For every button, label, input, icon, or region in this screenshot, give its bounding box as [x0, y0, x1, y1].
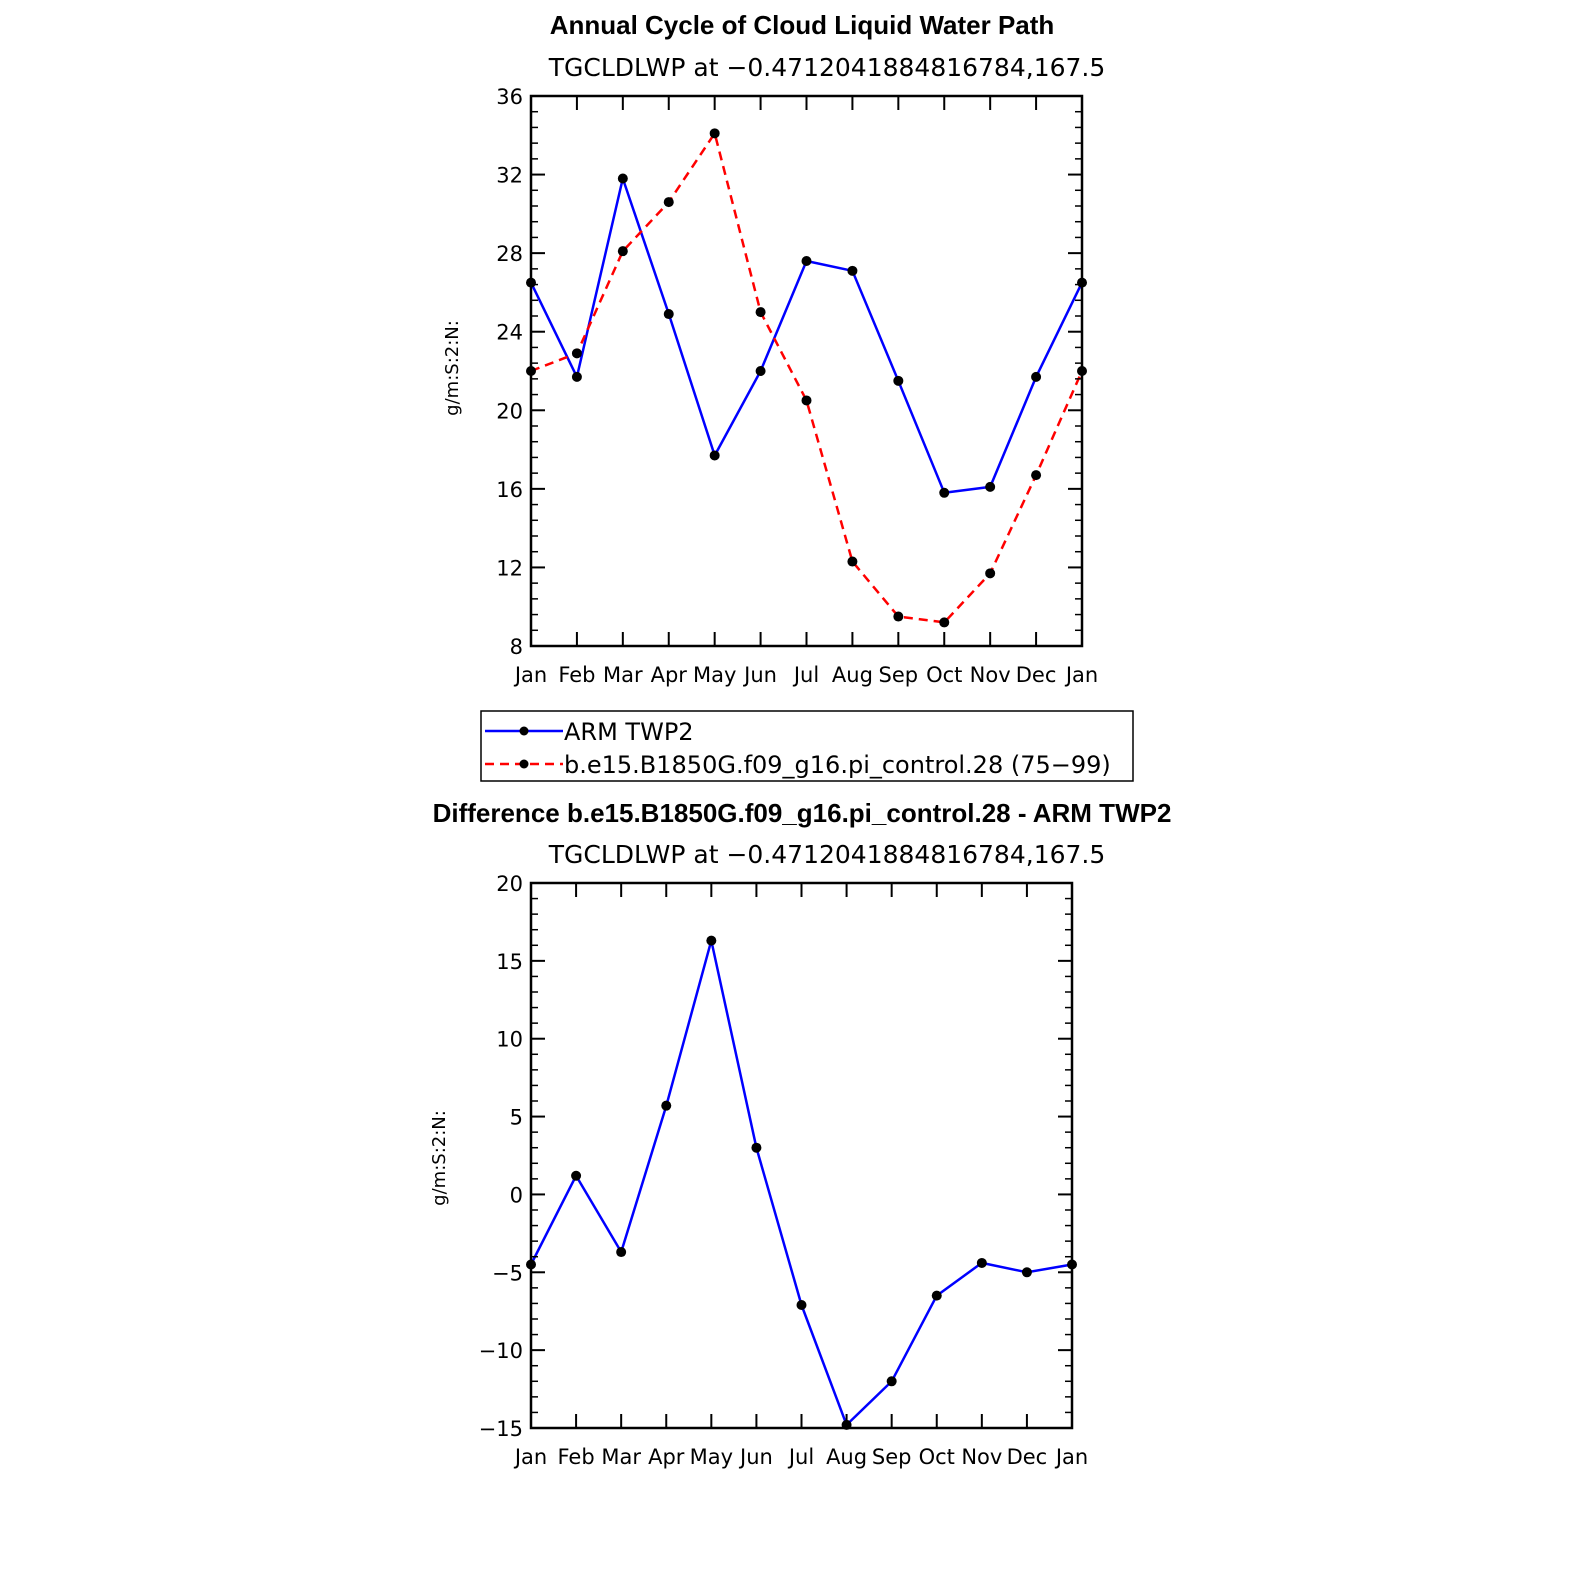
x-tick-label: May — [693, 663, 736, 687]
data-point — [663, 309, 674, 320]
data-point — [893, 611, 904, 622]
data-point — [801, 395, 812, 406]
data-point — [976, 1257, 987, 1268]
x-tick-label: Oct — [919, 1445, 955, 1469]
x-tick-label: Nov — [970, 663, 1011, 687]
legend: ARM TWP2 b.e15.B1850G.f09_g16.pi_control… — [480, 710, 1134, 782]
x-tick-label: Apr — [651, 663, 688, 687]
y-tick-label: 20 — [496, 872, 523, 896]
x-tick-label: Oct — [926, 663, 962, 687]
data-point — [847, 556, 858, 567]
x-tick-label: Sep — [872, 1445, 912, 1469]
x-tick-label: Feb — [558, 663, 595, 687]
y-axis-label: g/m:S:2:N: — [429, 1110, 450, 1206]
data-point — [571, 371, 582, 382]
x-tick-label: Jul — [792, 663, 819, 687]
data-point — [1031, 371, 1042, 382]
data-point — [985, 568, 996, 579]
data-point — [931, 1290, 942, 1301]
y-tick-label: −15 — [479, 1417, 523, 1441]
x-tick-label: Mar — [603, 663, 643, 687]
series-line — [529, 177, 1084, 495]
legend-label-arm: ARM TWP2 — [564, 718, 694, 746]
y-tick-label: 0 — [510, 1183, 523, 1207]
y-tick-label: −10 — [479, 1339, 523, 1363]
data-point — [617, 246, 628, 257]
y-tick-label: 24 — [496, 321, 523, 345]
y-tick-label: 20 — [496, 399, 523, 423]
x-tick-label: May — [690, 1445, 733, 1469]
plot-frame — [529, 881, 1074, 1430]
data-point — [709, 450, 720, 461]
x-tick-label: Jun — [742, 663, 777, 687]
legend-box — [480, 710, 1134, 782]
x-tick-label: Jan — [513, 1445, 547, 1469]
data-point — [571, 348, 582, 359]
x-tick-label: Jan — [1064, 663, 1098, 687]
data-point — [663, 197, 674, 208]
x-tick-label: Aug — [826, 1445, 867, 1469]
data-point — [847, 265, 858, 276]
difference-chart: Difference b.e15.B1850G.f09_g16.pi_contr… — [429, 798, 1171, 1469]
x-tick-label: Nov — [961, 1445, 1002, 1469]
y-tick-label: 8 — [510, 635, 523, 659]
x-tick-label: Sep — [879, 663, 919, 687]
annual-cycle-chart: Annual Cycle of Cloud Liquid Water Path … — [442, 10, 1105, 687]
x-tick-label: Jan — [513, 663, 547, 687]
x-tick-label: Mar — [601, 1445, 641, 1469]
data-point — [709, 128, 720, 139]
x-tick-label: Dec — [1007, 1445, 1048, 1469]
x-tick-label: Dec — [1016, 663, 1057, 687]
data-point — [985, 481, 996, 492]
data-point — [755, 307, 766, 318]
chart-subtitle: TGCLDLWP at −0.4712041884816784,167.5 — [548, 840, 1106, 869]
data-point — [939, 617, 950, 628]
data-point — [617, 173, 628, 184]
y-tick-label: 15 — [496, 950, 523, 974]
y-tick-label: 36 — [496, 85, 523, 109]
y-tick-label: −5 — [492, 1261, 523, 1285]
x-tick-label: Jan — [1054, 1445, 1088, 1469]
y-tick-label: 32 — [496, 164, 523, 188]
y-tick-label: 28 — [496, 242, 523, 266]
series-line — [529, 939, 1073, 1427]
legend-marker-arm — [519, 726, 529, 736]
chart-subtitle: TGCLDLWP at −0.4712041884816784,167.5 — [548, 53, 1106, 82]
plot-frame — [529, 94, 1084, 648]
legend-marker-model — [519, 759, 529, 769]
data-point — [755, 366, 766, 376]
legend-label-model: b.e15.B1850G.f09_g16.pi_control.28 (75−9… — [564, 751, 1111, 779]
data-point — [893, 375, 904, 386]
chart-title: Annual Cycle of Cloud Liquid Water Path — [550, 10, 1055, 40]
data-point — [751, 1142, 762, 1153]
y-tick-label: 16 — [496, 478, 523, 502]
data-point — [706, 935, 717, 946]
series-line — [530, 132, 1084, 624]
y-tick-label: 12 — [496, 556, 523, 580]
x-tick-label: Jun — [738, 1445, 773, 1469]
data-point — [886, 1376, 897, 1387]
data-point — [796, 1299, 807, 1310]
data-point — [801, 256, 812, 266]
data-point — [616, 1247, 627, 1258]
data-point — [939, 487, 950, 498]
x-tick-label: Aug — [832, 663, 873, 687]
x-tick-label: Jul — [787, 1445, 814, 1469]
data-point — [571, 1170, 582, 1181]
data-point — [1021, 1267, 1032, 1278]
y-tick-label: 10 — [496, 1028, 523, 1052]
x-tick-label: Feb — [557, 1445, 594, 1469]
chart-title: Difference b.e15.B1850G.f09_g16.pi_contr… — [433, 798, 1172, 828]
x-tick-label: Apr — [648, 1445, 685, 1469]
data-point — [661, 1100, 672, 1111]
y-tick-label: 5 — [510, 1106, 523, 1130]
data-point — [1031, 470, 1042, 481]
y-axis-label: g/m:S:2:N: — [442, 320, 463, 416]
